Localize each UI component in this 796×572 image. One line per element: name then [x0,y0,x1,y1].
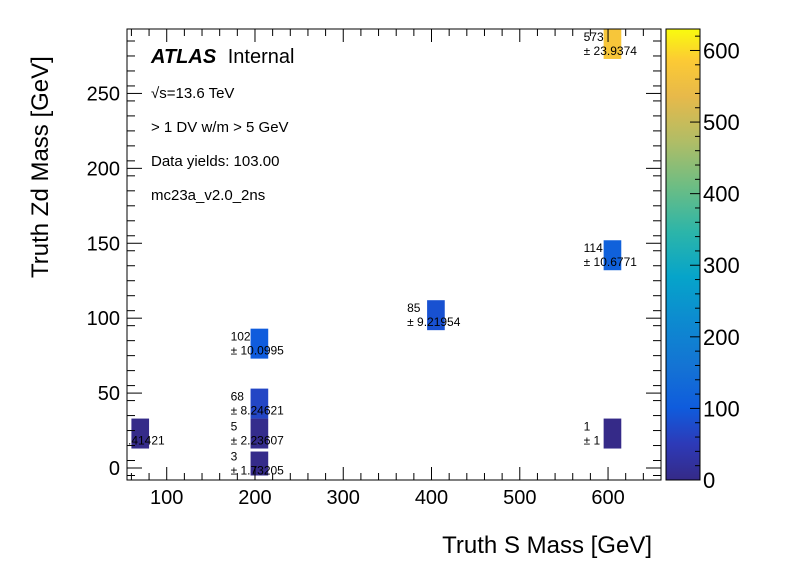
svg-text:ATLAS Internal: ATLAS Internal [150,46,294,68]
cell-error-label: ± 1.73205 [231,464,285,478]
plot-frame [126,28,662,481]
cell-value-label: 2 [111,420,118,434]
colorbar-tick-label: 300 [703,253,740,278]
selection-label: > 1 DV w/m > 5 GeV [151,119,289,136]
heatmap-cell [427,300,445,331]
heatmap-cell [131,418,150,449]
colorbar-frame [665,28,701,481]
cell-value-label: 68 [231,390,245,404]
cell-error-label: ± 1 [584,434,601,448]
x-tick-label: 100 [150,487,183,509]
heatmap-cell [250,388,269,419]
cell-value-label: 573 [584,30,604,44]
energy-label: √s=13.6 TeV [151,85,234,102]
heatmap-cell [250,328,269,359]
y-tick-label: 50 [98,383,120,405]
cell-error-label: ± 2.23607 [231,434,285,448]
colorbar-tick-label: 500 [703,110,740,135]
cell-value-label: 85 [407,301,421,315]
heatmap-cells [131,29,622,476]
x-axis-title: Truth S Mass [GeV] [442,532,652,559]
sample-label: mc23a_v2.0_2ns [151,187,265,204]
x-tick-label: 200 [238,487,271,509]
atlas-legend: ATLAS Internal √s=13.6 TeV > 1 DV w/m > … [150,46,294,204]
colorbar-gradient [666,29,700,480]
x-tick-label: 500 [503,487,536,509]
atlas-internal-label: Internal [228,46,295,68]
x-axis: 100 200 300 400 500 600 [130,29,662,509]
y-tick-label: 200 [87,158,120,180]
cell-labels: 2± 1.41421 3± 1.73205 5± 2.23607 68± 8.2462… [111,30,638,478]
colorbar: 0 100 200 300 400 500 600 [665,28,740,493]
cell-error-label: ± 23.9374 [584,44,638,58]
y-axis: 0 50 100 150 200 250 [87,40,661,480]
y-tick-label: 250 [87,83,120,105]
heatmap-cell [603,418,622,449]
yields-label: Data yields: 103.00 [151,153,279,170]
cell-value-label: 1 [584,420,591,434]
cell-error-label: ± 9.21954 [407,315,461,329]
y-tick-label: 150 [87,233,120,255]
colorbar-tick-label: 200 [703,325,740,350]
cell-error-label: ± 8.24621 [231,404,285,418]
colorbar-tick-label: 400 [703,182,740,207]
heatmap-cell [250,418,269,449]
heatmap-cell [603,240,622,271]
y-tick-label: 0 [109,458,120,480]
cell-value-label: 114 [584,241,603,255]
y-tick-label: 100 [87,308,120,330]
cell-value-label: 3 [231,450,238,464]
cell-value-label: 102 [231,330,251,344]
colorbar-tick-label: 0 [703,468,715,493]
x-tick-label: 600 [591,487,624,509]
colorbar-tick-label: 600 [703,38,740,63]
cell-error-label: ± 10.6771 [584,255,638,269]
x-tick-label: 300 [327,487,360,509]
y-axis-title: Truth Zd Mass [GeV] [27,56,54,278]
cell-error-label: ± 10.0995 [231,344,285,358]
colorbar-tick-label: 100 [703,396,740,421]
x-tick-label: 400 [415,487,448,509]
atlas-label: ATLAS [150,46,217,68]
cell-value-label: 5 [231,420,238,434]
cell-error-label: ± 1.41421 [111,434,165,448]
